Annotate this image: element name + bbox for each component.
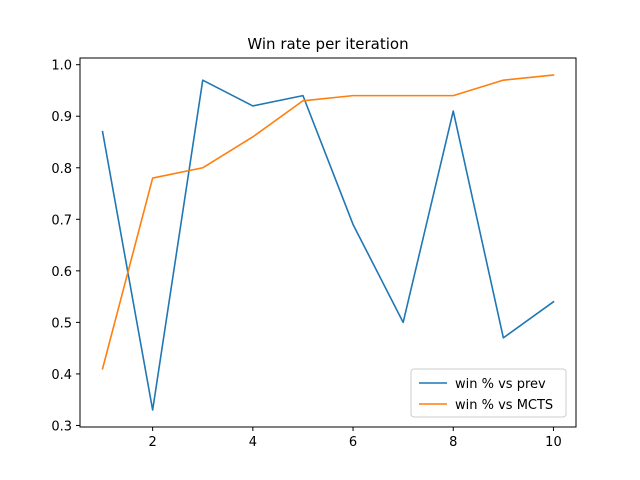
legend-label-2: win % vs MCTS (455, 398, 553, 413)
y-tick-label: 1.0 (51, 59, 72, 74)
y-tick-label: 0.7 (51, 213, 72, 228)
y-tick-label: 0.9 (51, 110, 72, 125)
plot-area (79, 57, 577, 428)
y-tick-label: 0.3 (51, 419, 72, 434)
y-tick-label: 0.4 (51, 368, 72, 383)
x-tick-label: 10 (545, 435, 562, 450)
legend-box (410, 368, 567, 418)
y-tick-label: 0.5 (51, 316, 72, 331)
x-tick-label: 6 (349, 435, 357, 450)
x-tick-label: 2 (149, 435, 157, 450)
series-line-2 (101, 74, 555, 370)
chart-title: Win rate per iteration (247, 35, 408, 53)
series-line-1 (101, 79, 555, 411)
y-tick-label: 0.6 (51, 265, 72, 280)
plot-frame (79, 57, 577, 428)
x-axis: 2 4 6 8 10 (149, 427, 562, 450)
y-tick-label: 0.8 (51, 162, 72, 177)
series-layer (101, 74, 555, 411)
y-axis: 0.3 0.4 0.5 0.6 0.7 0.8 0.9 1.0 (51, 59, 80, 434)
legend: win % vs prev win % vs MCTS (410, 368, 567, 418)
legend-label-1: win % vs prev (455, 377, 546, 392)
x-tick-label: 8 (449, 435, 457, 450)
x-tick-label: 4 (249, 435, 257, 450)
